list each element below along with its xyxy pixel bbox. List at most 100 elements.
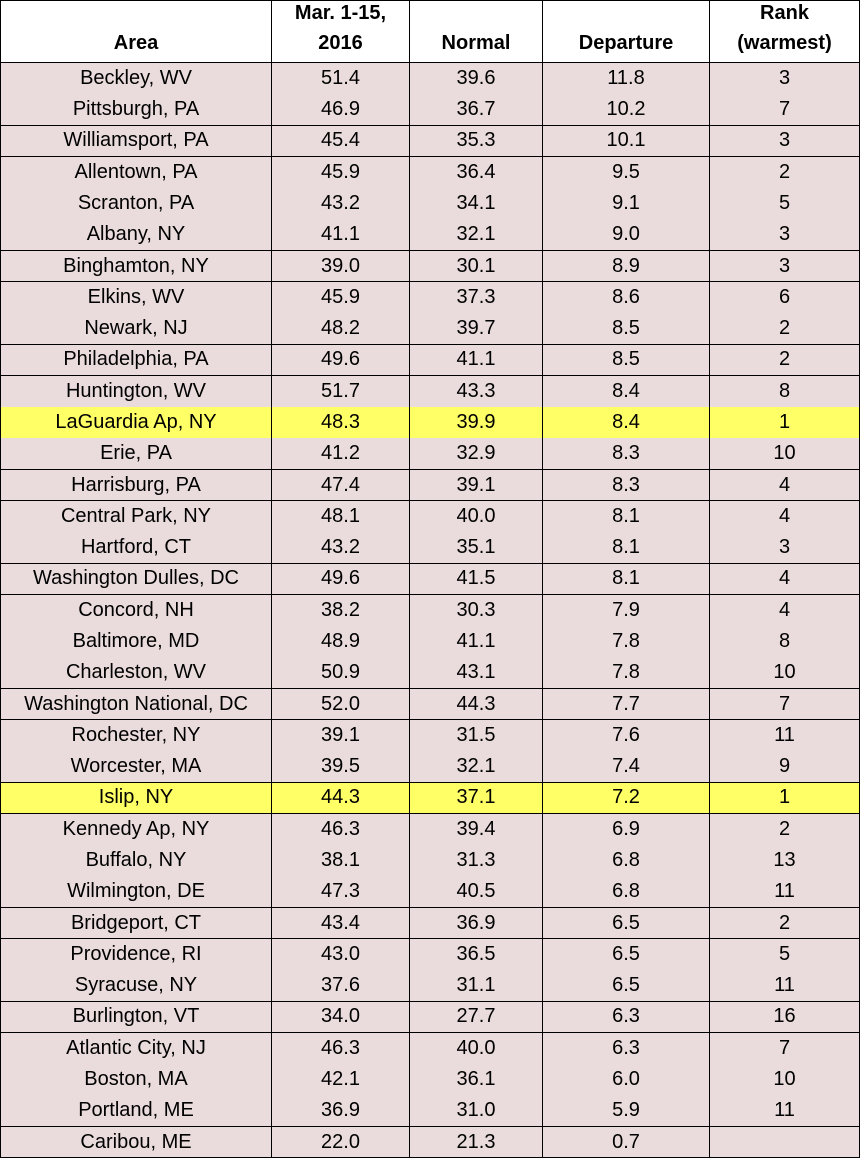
table-cell: 48.9: [272, 626, 410, 658]
table-cell: Baltimore, MD: [0, 626, 272, 658]
table-cell: 8.6: [543, 282, 710, 314]
table-cell: 11: [710, 720, 860, 752]
table-cell: 2: [710, 156, 860, 189]
table-cell: Wilmington, DE: [0, 876, 272, 909]
table-cell: 7.9: [543, 594, 710, 627]
table-cell: 2: [710, 344, 860, 377]
table-cell: 41.5: [410, 563, 543, 596]
table-cell: 11: [710, 1095, 860, 1128]
table-cell: 6.8: [543, 876, 710, 909]
table-cell: 34.1: [410, 188, 543, 220]
table-cell: 7.2: [543, 782, 710, 815]
table-cell: 42.1: [272, 1064, 410, 1096]
table-cell: 32.1: [410, 751, 543, 784]
table-cell: Caribou, ME: [0, 1126, 272, 1158]
table-cell: 11: [710, 876, 860, 909]
table-cell: 11.8: [543, 63, 710, 95]
table-cell: Binghamton, NY: [0, 250, 272, 283]
header-text: Departure: [578, 32, 674, 54]
table-cell: Allentown, PA: [0, 156, 272, 189]
table-cell: 3: [710, 63, 860, 95]
table-cell: 0.7: [543, 1126, 710, 1158]
table-cell: 43.4: [272, 907, 410, 940]
table-cell: 5.9: [543, 1095, 710, 1128]
table-cell: 9.5: [543, 156, 710, 189]
table-cell: Concord, NH: [0, 594, 272, 627]
table-cell: 41.1: [272, 219, 410, 252]
table-cell: 10: [710, 1064, 860, 1096]
table-cell: 7.4: [543, 751, 710, 784]
table-cell: 30.1: [410, 250, 543, 283]
table-cell: 36.9: [272, 1095, 410, 1128]
header-cell: Normal: [410, 0, 543, 63]
table-cell: 7.6: [543, 720, 710, 752]
table-cell: Burlington, VT: [0, 1001, 272, 1034]
table-cell: 6.5: [543, 970, 710, 1003]
table-cell: Worcester, MA: [0, 751, 272, 784]
table-cell: Atlantic City, NJ: [0, 1032, 272, 1065]
header-cell: Mar. 1-15, 2016: [272, 0, 410, 63]
table-cell: 48.2: [272, 313, 410, 346]
table-cell: 37.1: [410, 782, 543, 815]
table-cell: 34.0: [272, 1001, 410, 1034]
table-cell: Scranton, PA: [0, 188, 272, 220]
header-text: Normal: [441, 32, 511, 54]
table-cell: Washington Dulles, DC: [0, 563, 272, 596]
table-cell: 8.9: [543, 250, 710, 283]
table-cell: 10: [710, 657, 860, 690]
table-cell: 39.7: [410, 313, 543, 346]
table-cell: 45.9: [272, 282, 410, 314]
table-cell: 22.0: [272, 1126, 410, 1158]
table-cell: 4: [710, 469, 860, 502]
table-cell: 6.3: [543, 1001, 710, 1034]
table-cell: 10.2: [543, 94, 710, 127]
table-cell: 8.3: [543, 469, 710, 502]
table-cell: 43.2: [272, 532, 410, 565]
table-cell: Kennedy Ap, NY: [0, 813, 272, 846]
table-cell: 32.9: [410, 438, 543, 471]
table-cell: 35.3: [410, 125, 543, 158]
table-cell: 9.1: [543, 188, 710, 220]
table-cell: 41.1: [410, 626, 543, 658]
table-cell: 36.7: [410, 94, 543, 127]
table-cell: 7.8: [543, 626, 710, 658]
table-cell: 49.6: [272, 563, 410, 596]
table-cell: 39.9: [410, 407, 543, 439]
table-cell: Pittsburgh, PA: [0, 94, 272, 127]
table-cell: 37.3: [410, 282, 543, 314]
table-cell: Williamsport, PA: [0, 125, 272, 158]
table-cell: 6.8: [543, 845, 710, 877]
table-cell: Harrisburg, PA: [0, 469, 272, 502]
table-cell: 43.2: [272, 188, 410, 220]
table-cell: 37.6: [272, 970, 410, 1003]
table-cell: Boston, MA: [0, 1064, 272, 1096]
table-cell: 7: [710, 94, 860, 127]
table-cell: 46.9: [272, 94, 410, 127]
table-cell: 8: [710, 375, 860, 408]
table-cell: 8.5: [543, 344, 710, 377]
table-cell: 6.5: [543, 939, 710, 971]
table-cell: 7: [710, 688, 860, 721]
table-cell: Bridgeport, CT: [0, 907, 272, 940]
table-cell: 39.1: [410, 469, 543, 502]
table-cell: LaGuardia Ap, NY: [0, 407, 272, 439]
table-cell: 3: [710, 219, 860, 252]
table-cell: Huntington, WV: [0, 375, 272, 408]
header-text: Mar. 1-15,: [294, 2, 387, 24]
table-cell: Islip, NY: [0, 782, 272, 815]
table-cell: Charleston, WV: [0, 657, 272, 690]
header-text: Rank: [760, 2, 809, 24]
table-cell: 51.7: [272, 375, 410, 408]
table-cell: 8.5: [543, 313, 710, 346]
table-cell: Newark, NJ: [0, 313, 272, 346]
table-cell: Portland, ME: [0, 1095, 272, 1128]
table-cell: Elkins, WV: [0, 282, 272, 314]
table-cell: 8.1: [543, 532, 710, 565]
table-cell: 13: [710, 845, 860, 877]
table-cell: 2: [710, 907, 860, 940]
header-cell: Area: [0, 0, 272, 63]
table-cell: 35.1: [410, 532, 543, 565]
table-cell: 47.4: [272, 469, 410, 502]
table-cell: 8.3: [543, 438, 710, 471]
table-cell: 21.3: [410, 1126, 543, 1158]
